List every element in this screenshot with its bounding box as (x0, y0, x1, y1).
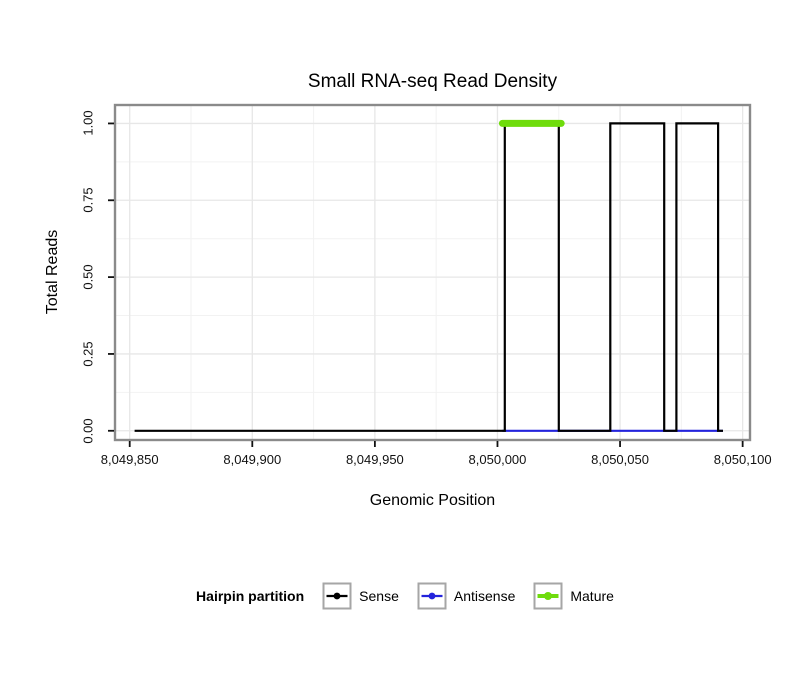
legend-key-antisense-icon (417, 582, 447, 610)
legend-item-mature: Mature (533, 582, 614, 610)
y-axis-title: Total Reads (44, 229, 61, 315)
legend-item-sense: Sense (322, 582, 399, 610)
legend-title: Hairpin partition (196, 588, 305, 604)
legend-label: Mature (570, 588, 614, 604)
legend: Hairpin partition Sense Antisense Mature (0, 579, 810, 613)
chart-title: Small RNA-seq Read Density (307, 71, 558, 92)
legend-label: Antisense (453, 588, 516, 604)
legend-item-antisense: Antisense (417, 582, 515, 610)
legend-items: Sense Antisense Mature (322, 582, 614, 610)
legend-label: Sense (359, 588, 399, 604)
legend-key-mature-icon (533, 582, 563, 610)
legend-key-sense-icon (322, 582, 352, 610)
x-axis-title: Genomic Position (369, 492, 496, 509)
